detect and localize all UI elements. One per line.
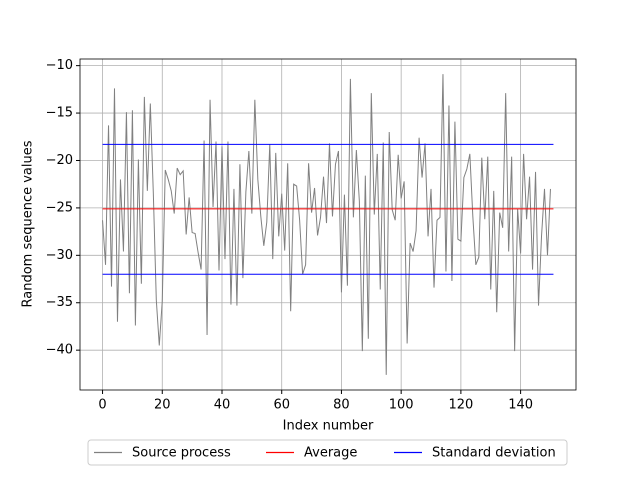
y-tick-label: −15 bbox=[46, 106, 73, 121]
legend-box bbox=[87, 439, 568, 466]
legend: Source process Average Standard deviation bbox=[87, 439, 568, 466]
x-tick-label: 20 bbox=[154, 398, 171, 413]
legend-label: Standard deviation bbox=[432, 446, 556, 461]
y-tick-label: −40 bbox=[46, 343, 73, 358]
y-tick-label: −30 bbox=[46, 248, 73, 263]
x-tick-label: 0 bbox=[98, 398, 106, 413]
x-tick-label: 120 bbox=[448, 398, 473, 413]
y-tick-label: −20 bbox=[46, 153, 73, 168]
legend-label: Source process bbox=[132, 446, 231, 461]
x-tick-label: 100 bbox=[389, 398, 414, 413]
x-tick-label: 60 bbox=[273, 398, 290, 413]
x-axis-label: Index number bbox=[283, 419, 374, 434]
y-tick-label: −35 bbox=[46, 295, 73, 310]
y-axis-label: Random sequence values bbox=[21, 140, 36, 307]
y-tick-label: −10 bbox=[46, 58, 73, 73]
series-line bbox=[102, 74, 551, 375]
x-tick-label: 140 bbox=[508, 398, 533, 413]
y-tick-label: −25 bbox=[46, 200, 73, 215]
x-tick-label: 80 bbox=[333, 398, 350, 413]
plot-frame bbox=[79, 58, 577, 391]
legend-label: Average bbox=[304, 446, 357, 461]
x-tick-label: 40 bbox=[214, 398, 231, 413]
